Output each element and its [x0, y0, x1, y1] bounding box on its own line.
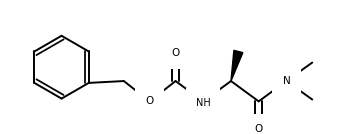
Text: O: O — [255, 124, 263, 134]
Polygon shape — [231, 50, 243, 81]
Text: NH: NH — [196, 98, 211, 108]
Text: O: O — [145, 96, 154, 106]
Text: N: N — [282, 76, 290, 86]
Text: O: O — [171, 48, 180, 58]
